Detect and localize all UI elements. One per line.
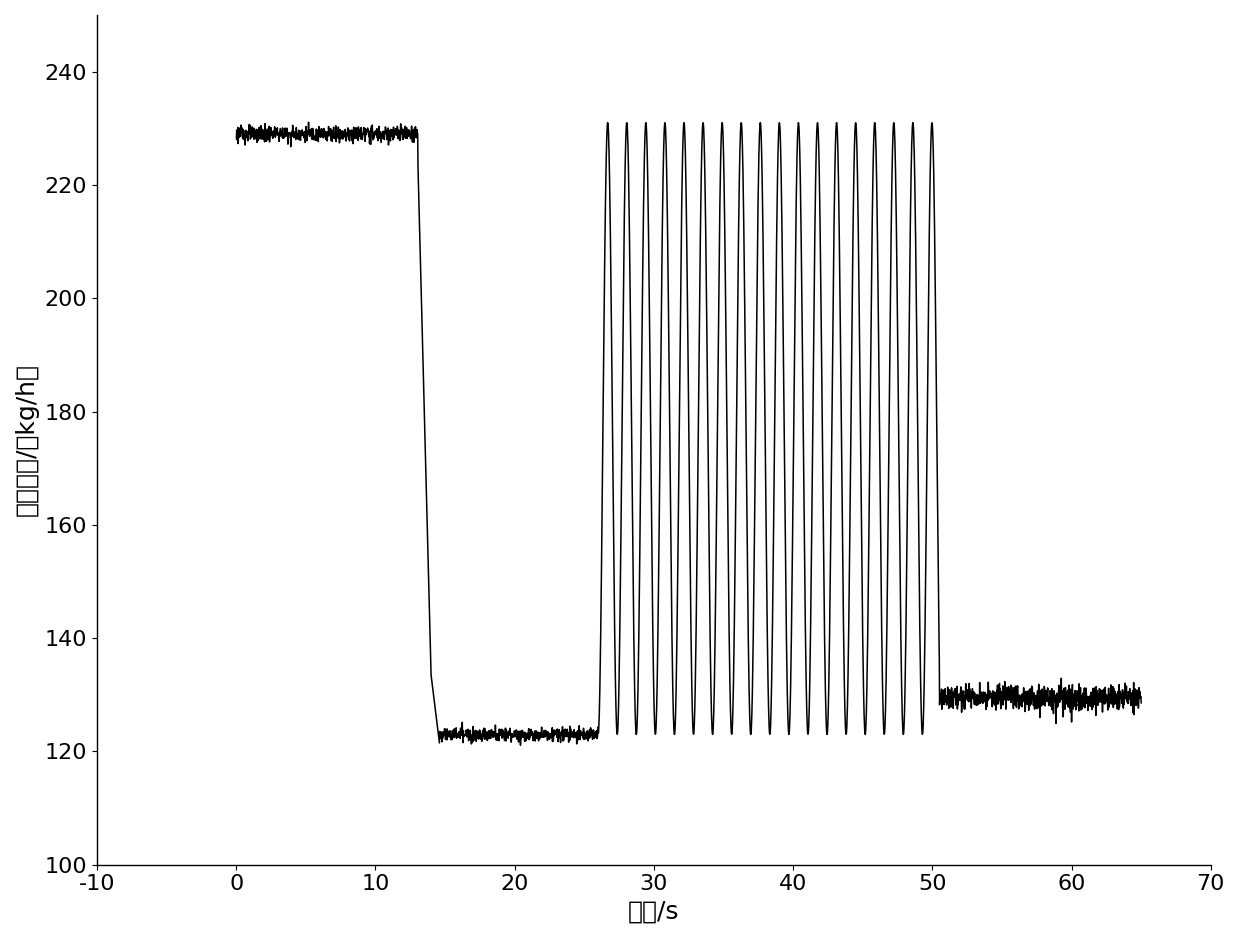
Y-axis label: 质量流量/（kg/h）: 质量流量/（kg/h） [15,363,38,516]
X-axis label: 时间/s: 时间/s [629,900,680,924]
